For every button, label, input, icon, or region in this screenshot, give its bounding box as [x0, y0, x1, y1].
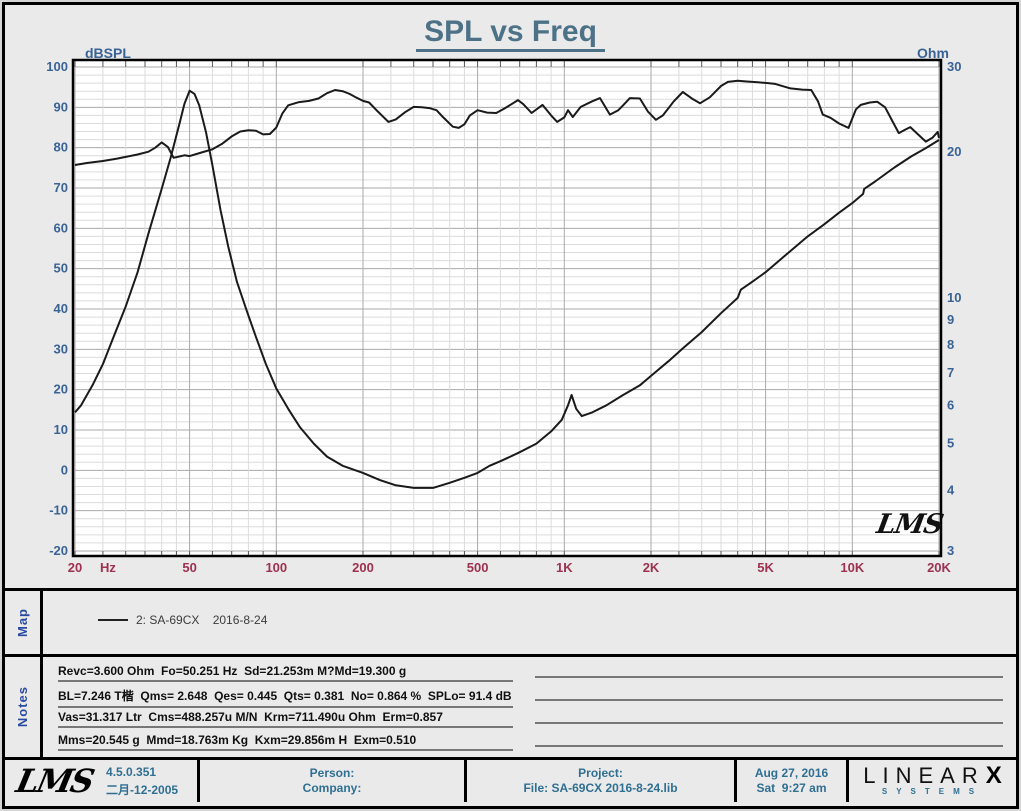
svg-text:30: 30 [947, 59, 961, 74]
legend-entry[interactable]: 2: SA-69CX 2016-8-24 [98, 613, 267, 627]
svg-text:50: 50 [182, 560, 196, 575]
map-panel: Map 2: SA-69CX 2016-8-24 [5, 588, 1016, 654]
svg-text:80: 80 [54, 140, 68, 155]
linearx-logo: LINEAR X [863, 762, 1002, 789]
svg-text:100: 100 [46, 59, 68, 74]
map-panel-content: 2: SA-69CX 2016-8-24 [43, 591, 1016, 654]
svg-text:100: 100 [265, 560, 287, 575]
svg-text:20: 20 [68, 560, 82, 575]
note-line-ts-params-3[interactable]: Vas=31.317 Ltr Cms=488.257u M/N Krm=711.… [58, 710, 513, 728]
svg-text:-10: -10 [49, 503, 68, 518]
chart-title: SPL vs Freq [5, 15, 1016, 52]
status-cell-project[interactable]: Project: File: SA-69CX 2016-8-24.lib [467, 760, 737, 802]
note-blank-line[interactable] [535, 687, 1003, 701]
app-version-date: 二月-12-2005 [106, 783, 179, 797]
svg-text:20: 20 [54, 382, 68, 397]
svg-text:500: 500 [467, 560, 489, 575]
status-cell-datetime: Aug 27, 2016 Sat 9:27 am [737, 760, 849, 802]
svg-text:2K: 2K [643, 560, 660, 575]
svg-text:200: 200 [352, 560, 374, 575]
project-label: Project: [578, 766, 623, 780]
note-line-ts-params-2[interactable]: BL=7.246 T楷 Qms= 2.648 Qes= 0.445 Qts= 0… [58, 687, 513, 708]
svg-text:90: 90 [54, 99, 68, 114]
status-cell-brand: LINEAR X SYSTEMS [849, 760, 1016, 802]
left-axis-unit-label: dBSPL [85, 45, 131, 61]
svg-text:9: 9 [947, 312, 954, 327]
notes-panel-label-cell: Notes [5, 657, 43, 757]
lms-signature-watermark: LMS [874, 509, 946, 540]
person-label: Person: [309, 766, 355, 780]
svg-text:-20: -20 [49, 543, 68, 558]
map-panel-label: Map [15, 608, 30, 637]
status-bar: LMS 4.5.0.351 二月-12-2005 Person: Company… [5, 757, 1016, 802]
svg-text:1K: 1K [556, 560, 573, 575]
note-blank-line[interactable] [535, 664, 1003, 678]
svg-text:0: 0 [61, 462, 68, 477]
svg-text:70: 70 [54, 180, 68, 195]
company-label: Company: [302, 781, 362, 795]
svg-text:10: 10 [947, 290, 961, 305]
svg-text:10: 10 [54, 422, 68, 437]
svg-text:20: 20 [947, 144, 961, 159]
svg-text:3: 3 [947, 543, 954, 558]
svg-text:5K: 5K [757, 560, 774, 575]
file-label: File: SA-69CX 2016-8-24.lib [523, 781, 678, 795]
spl-vs-freq-plot: 1009080706050403020100-10-20302010987654… [46, 58, 961, 575]
chart-panel: SPL vs Freq dBSPL Ohm 100 90 80 70 60 50 40 30 2… [5, 5, 1016, 588]
svg-text:30: 30 [54, 341, 68, 356]
note-line-ts-params-1[interactable]: Revc=3.600 Ohm Fo=50.251 Hz Sd=21.253m M… [58, 664, 513, 682]
notes-panel-label: Notes [15, 686, 30, 728]
svg-text:40: 40 [54, 301, 68, 316]
linearx-systems-label: SYSTEMS [881, 787, 984, 796]
note-blank-line[interactable] [535, 710, 1003, 724]
svg-text:4: 4 [947, 483, 955, 498]
current-date: Aug 27, 2016 [754, 766, 829, 780]
notes-panel-content: Revc=3.600 Ohm Fo=50.251 Hz Sd=21.253m M… [43, 657, 1016, 757]
svg-text:6: 6 [947, 397, 954, 412]
map-panel-label-cell: Map [5, 591, 43, 654]
status-cell-person[interactable]: Person: Company: [200, 760, 467, 802]
legend-curve-label: 2: SA-69CX 2016-8-24 [136, 613, 268, 627]
legend-curve-swatch [98, 619, 128, 621]
right-axis-unit-label: Ohm [917, 45, 949, 61]
svg-text:60: 60 [54, 220, 68, 235]
svg-text:20K: 20K [927, 560, 951, 575]
svg-text:Hz: Hz [100, 560, 116, 575]
note-line-ts-params-4[interactable]: Mms=20.545 g Mmd=18.763m Kg Kxm=29.856m … [58, 733, 513, 751]
svg-text:5: 5 [947, 436, 954, 451]
app-version: 4.5.0.351 [106, 765, 157, 779]
svg-text:8: 8 [947, 337, 954, 352]
status-cell-version: LMS 4.5.0.351 二月-12-2005 [5, 760, 200, 802]
svg-text:7: 7 [947, 365, 954, 380]
lms-logo: LMS [12, 762, 97, 800]
note-blank-line[interactable] [535, 733, 1003, 747]
current-time: Sat 9:27 am [756, 781, 827, 795]
notes-panel: Notes Revc=3.600 Ohm Fo=50.251 Hz Sd=21.… [5, 654, 1016, 757]
svg-text:50: 50 [54, 261, 68, 276]
svg-text:10K: 10K [840, 560, 864, 575]
